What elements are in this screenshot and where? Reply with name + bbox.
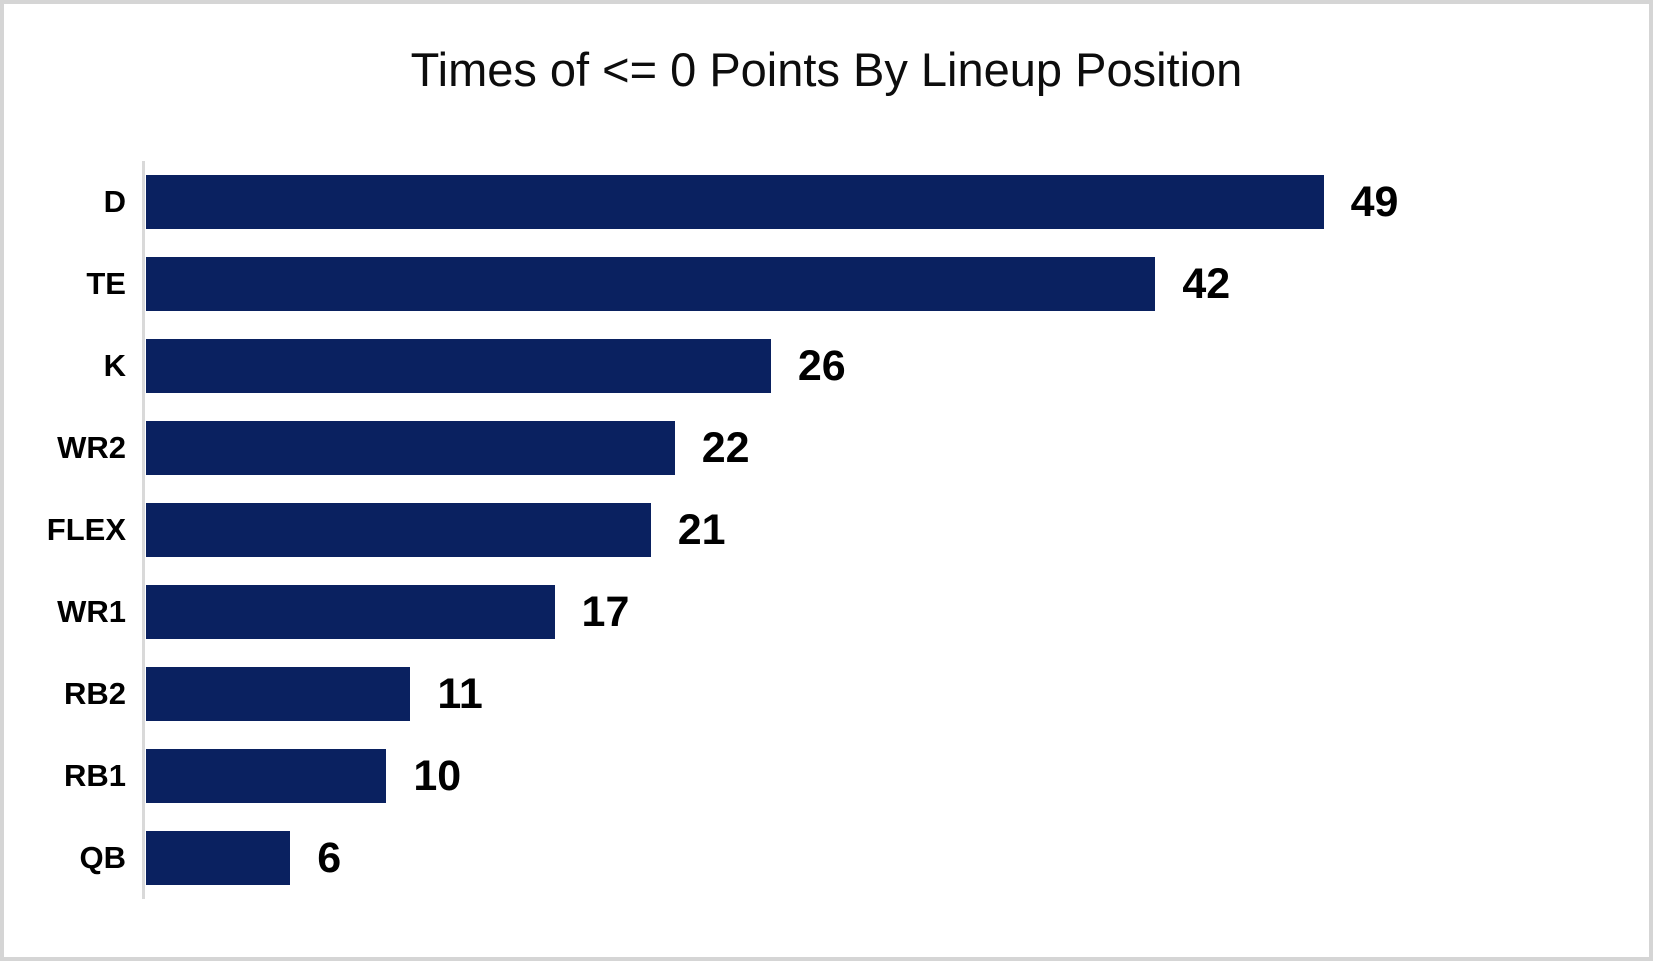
category-label: K	[103, 348, 126, 383]
value-label: 6	[317, 833, 342, 882]
bar	[146, 257, 1156, 311]
bar-track: 22	[142, 407, 1631, 489]
value-label: 42	[1182, 259, 1231, 308]
bar	[146, 339, 771, 393]
bar-row: RB1 10	[14, 735, 1631, 817]
bar-track: 49	[142, 161, 1631, 243]
category-label: TE	[86, 266, 126, 301]
value-label: 26	[797, 341, 846, 390]
bar-track: 11	[142, 653, 1631, 735]
chart-title: Times of <= 0 Points By Lineup Position	[410, 43, 1243, 96]
bar-track: 21	[142, 489, 1631, 571]
value-label: 11	[437, 669, 483, 718]
category-label: D	[103, 184, 126, 219]
category-label: RB2	[63, 676, 126, 711]
plot-area: D 49 TE 42 K 26 WR2 22 FLEX 21 WR1	[14, 161, 1631, 899]
value-label: 10	[413, 751, 462, 800]
bar-row: FLEX 21	[14, 489, 1631, 571]
bar-row: D 49	[14, 161, 1631, 243]
bar-track: 17	[142, 571, 1631, 653]
category-label: FLEX	[46, 512, 126, 547]
category-label: QB	[79, 840, 127, 875]
category-label: WR1	[57, 594, 126, 629]
bar-track: 6	[142, 817, 1631, 899]
category-label: RB1	[63, 758, 126, 793]
bar	[146, 421, 675, 475]
bar-track: 42	[142, 243, 1631, 325]
bar-row: QB 6	[14, 817, 1631, 899]
bar-row: RB2 11	[14, 653, 1631, 735]
bar-track: 26	[142, 325, 1631, 407]
bar-row: TE 42	[14, 243, 1631, 325]
bar	[146, 503, 651, 557]
bar-track: 10	[142, 735, 1631, 817]
value-label: 17	[581, 587, 630, 636]
bar	[146, 585, 555, 639]
bar-row: WR1 17	[14, 571, 1631, 653]
value-label: 49	[1350, 177, 1399, 226]
value-label: 22	[701, 423, 750, 472]
bar	[146, 667, 411, 721]
bar	[146, 175, 1324, 229]
value-label: 21	[677, 505, 726, 554]
bar-row: WR2 22	[14, 407, 1631, 489]
bar	[146, 749, 387, 803]
category-label: WR2	[57, 430, 126, 465]
bar-row: K 26	[14, 325, 1631, 407]
bar	[146, 831, 291, 885]
